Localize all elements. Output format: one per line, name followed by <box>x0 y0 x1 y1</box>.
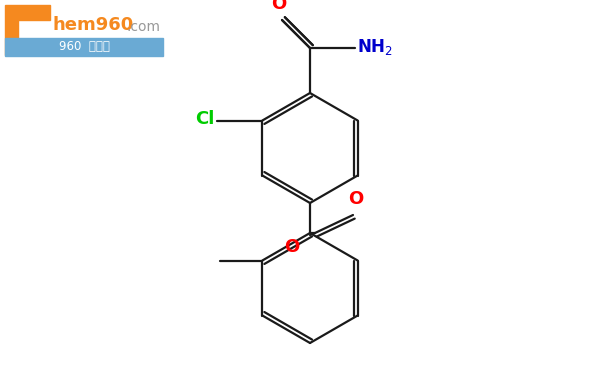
Text: Cl: Cl <box>195 111 214 129</box>
Text: O: O <box>272 0 287 13</box>
Text: hem960: hem960 <box>52 16 133 34</box>
Polygon shape <box>5 5 50 55</box>
Text: O: O <box>348 190 364 208</box>
Text: O: O <box>284 238 299 256</box>
Text: .com: .com <box>126 20 160 34</box>
Bar <box>5 38 163 56</box>
Text: NH$_2$: NH$_2$ <box>357 37 393 57</box>
Text: 960  化工网: 960 化工网 <box>59 40 110 54</box>
